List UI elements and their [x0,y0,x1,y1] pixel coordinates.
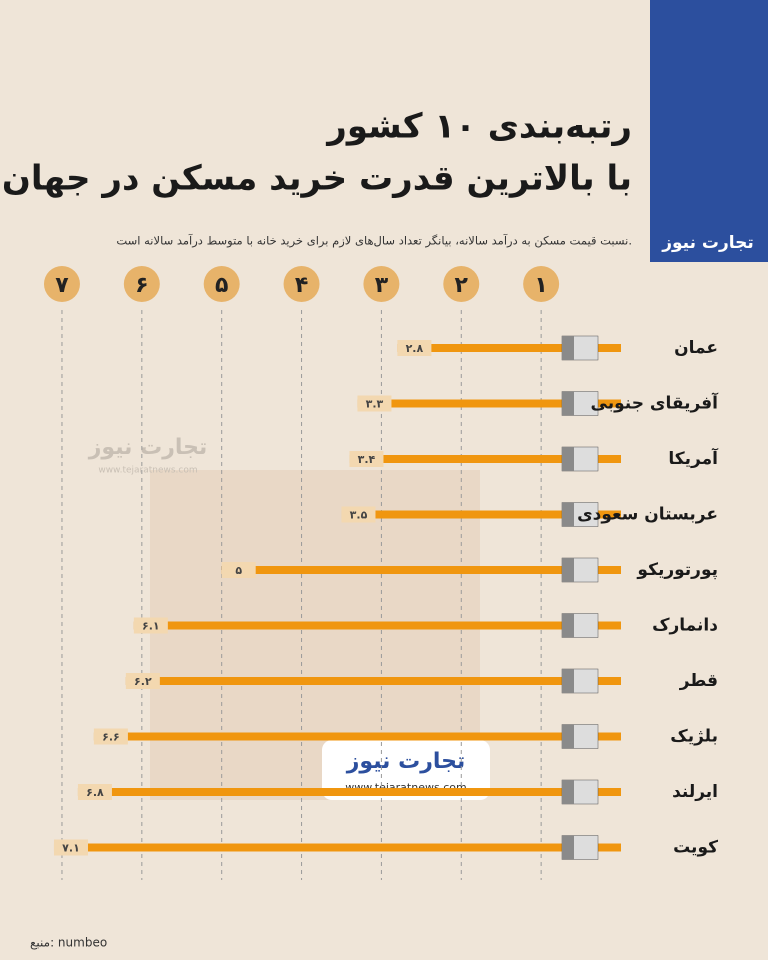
flag-stripe [562,502,574,527]
flag-stripe [562,669,574,693]
chart-title: رتبه‌بندی ۱۰ کشور [325,107,632,147]
x-tick-label: ۶ [135,273,148,298]
x-tick-label: ۵ [215,273,228,298]
category-label: دانمارک [652,616,718,636]
value-label-bg [77,784,112,800]
brand-logo: تجارت نیوز [661,233,754,253]
bar [133,621,621,630]
chart-title: با بالاترین قدرت خرید مسکن در جهان [2,159,632,199]
flag-stripe [562,724,574,749]
tick-badge [123,266,160,302]
flag-stripe [562,613,574,638]
category-label: عمان [674,338,718,358]
tick-badge [363,266,400,302]
value-label-bg [133,617,168,634]
bar [349,455,621,463]
value-label-bg [349,451,384,467]
value-label: ۳.۳ [366,398,384,411]
value-label-bg [397,340,432,356]
category-label: قطر [679,671,718,691]
bar [93,732,621,741]
x-tick-label: ۲ [455,273,469,298]
x-tick-label: ۳ [375,273,389,298]
tick-badge [203,266,240,302]
category-label: بلژیک [670,727,718,747]
bar [341,510,621,519]
bar [125,677,621,685]
value-label-bg [93,728,128,745]
flag-stripe [562,391,574,416]
value-label-bg [53,839,88,856]
value-label: ۷.۱ [62,842,80,855]
category-label: پورتوریکو [636,560,718,580]
x-tick-label: ۱ [534,273,547,298]
category-label: کویت [673,838,718,858]
value-label-bg [221,562,256,578]
bar [397,344,621,352]
value-label: ۶.۸ [86,786,104,799]
value-label-bg [125,673,160,689]
value-label: ۲.۸ [406,342,424,355]
value-label: ۳.۵ [350,509,368,522]
watermark-logo: تجارت نیوز [346,749,466,774]
flag-stripe [562,835,574,860]
bar [53,843,622,852]
tick-badge [43,266,80,302]
flag-stripe [562,780,574,804]
source: منبع: numbeo [30,936,107,950]
brand-band [650,0,768,262]
value-label: ۳.۴ [358,453,376,466]
tick-badge [523,266,560,302]
chart-subtitle: نسبت قیمت مسکن به درآمد سالانه، بیانگر ت… [116,234,632,249]
bar [221,566,621,574]
value-label-bg [341,506,376,523]
category-label: عربستان سعودی [577,505,718,525]
tick-badge [443,266,480,302]
watermark-site: www.tejaratnews.com [98,466,197,476]
x-tick-label: ۴ [295,273,308,298]
category-label: ایرلند [672,782,718,802]
value-label: ۶.۲ [134,675,152,688]
flag-stripe [562,447,574,471]
bar [77,788,621,796]
x-tick-label: ۷ [55,273,69,298]
logo-card [322,740,490,800]
tick-badge [283,266,320,302]
flag-stripe [562,336,574,360]
bar [357,399,621,408]
watermark-logo: تجارت نیوز [88,435,208,460]
category-label: آفریقای جنوبی [591,392,720,414]
value-label: ۶.۶ [102,731,120,744]
category-label: آمریکا [668,447,719,469]
value-label: ۵ [235,564,242,577]
value-label-bg [357,395,392,412]
flag-stripe [562,558,574,582]
value-label: ۶.۱ [142,620,160,633]
